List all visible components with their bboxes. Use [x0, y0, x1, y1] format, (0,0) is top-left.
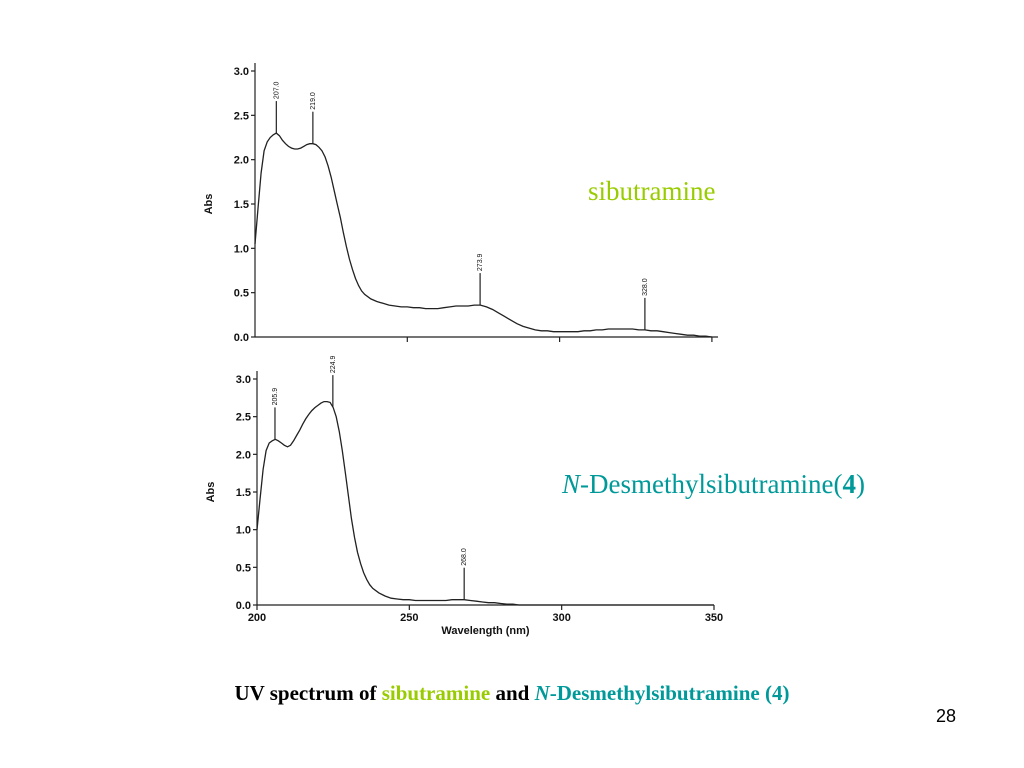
desmethylsibutramine-spectrum-chart: 0.0 0.5 1.0 1.5 2.0 2.5 3.0 Abs 200 250 300 350 Wave…: [205, 355, 723, 637]
sibutramine-spectrum-line: [254, 132, 712, 338]
desmethyl-x-axis-label: Wavelength (nm): [441, 625, 530, 637]
desmethyl-y-tick-label: 1.5: [236, 487, 251, 499]
caption-prefix: UV spectrum of: [234, 681, 382, 705]
desmethyl-y-axis-label: Abs: [205, 482, 217, 503]
slide-caption: UV spectrum of sibutramine and N-Desmeth…: [0, 681, 1024, 706]
desmethyl-n-italic: N: [562, 469, 581, 499]
sibutramine-peak-label: 207.0: [273, 81, 280, 99]
sibutramine-y-axis-label: Abs: [203, 194, 215, 215]
caption-and: and: [490, 681, 535, 705]
sibutramine-y-tick-label: 0.0: [234, 332, 249, 344]
sibutramine-peak-label: 328.0: [642, 278, 649, 296]
desmethyl-peak-label: 268.0: [461, 548, 468, 566]
sibutramine-y-tick-label: 1.5: [234, 199, 249, 211]
desmethyl-peak-label: 224.9: [330, 355, 337, 373]
desmethyl-y-tick-label: 0.0: [236, 600, 251, 612]
desmethyl-close-paren: ): [855, 469, 865, 499]
sibutramine-y-tick-label: 2.5: [234, 110, 249, 122]
desmethyl-y-tick-label: 3.0: [236, 374, 251, 386]
desmethyl-x-tick-label: 250: [400, 612, 418, 624]
sibutramine-peak-label: 219.0: [310, 92, 317, 110]
desmethyl-compound-number: 4: [842, 469, 856, 499]
uv-spectra-figure: 0.0 0.5 1.0 1.5 2.0 2.5 3.0 Abs 207.0 219.0 273.9 3…: [203, 63, 723, 637]
desmethyl-name: -Desmethylsibutramine(: [580, 469, 843, 499]
sibutramine-y-tick-label: 0.5: [234, 288, 249, 300]
sibutramine-y-tick-label: 1.0: [234, 243, 249, 255]
desmethyl-spectrum-line: [256, 400, 714, 606]
desmethyl-x-tick-label: 350: [705, 612, 723, 624]
caption-desmethyl: -Desmethylsibutramine (4): [549, 681, 790, 705]
sibutramine-y-tick-label: 3.0: [234, 66, 249, 78]
page-number: 28: [936, 706, 957, 726]
desmethyl-x-tick-label: 300: [552, 612, 570, 624]
sibutramine-peak-label: 273.9: [477, 253, 484, 271]
desmethyl-y-tick-label: 0.5: [236, 562, 251, 574]
desmethyl-peak-label: 205.9: [272, 388, 279, 406]
caption-sibutramine: sibutramine: [381, 681, 491, 705]
desmethyl-y-tick-label: 2.5: [236, 412, 251, 424]
desmethyl-x-tick-label: 200: [248, 612, 266, 624]
sibutramine-spectrum-chart: 0.0 0.5 1.0 1.5 2.0 2.5 3.0 Abs 207.0 219.0 273.9 3…: [203, 63, 718, 344]
sibutramine-y-tick-label: 2.0: [234, 155, 249, 167]
desmethyl-y-tick-label: 2.0: [236, 449, 251, 461]
desmethyl-y-tick-label: 1.0: [236, 525, 251, 537]
sibutramine-label: sibutramine: [588, 176, 716, 206]
caption-n-italic: N: [534, 681, 550, 705]
desmethylsibutramine-label: N-Desmethylsibutramine(4): [562, 469, 865, 500]
